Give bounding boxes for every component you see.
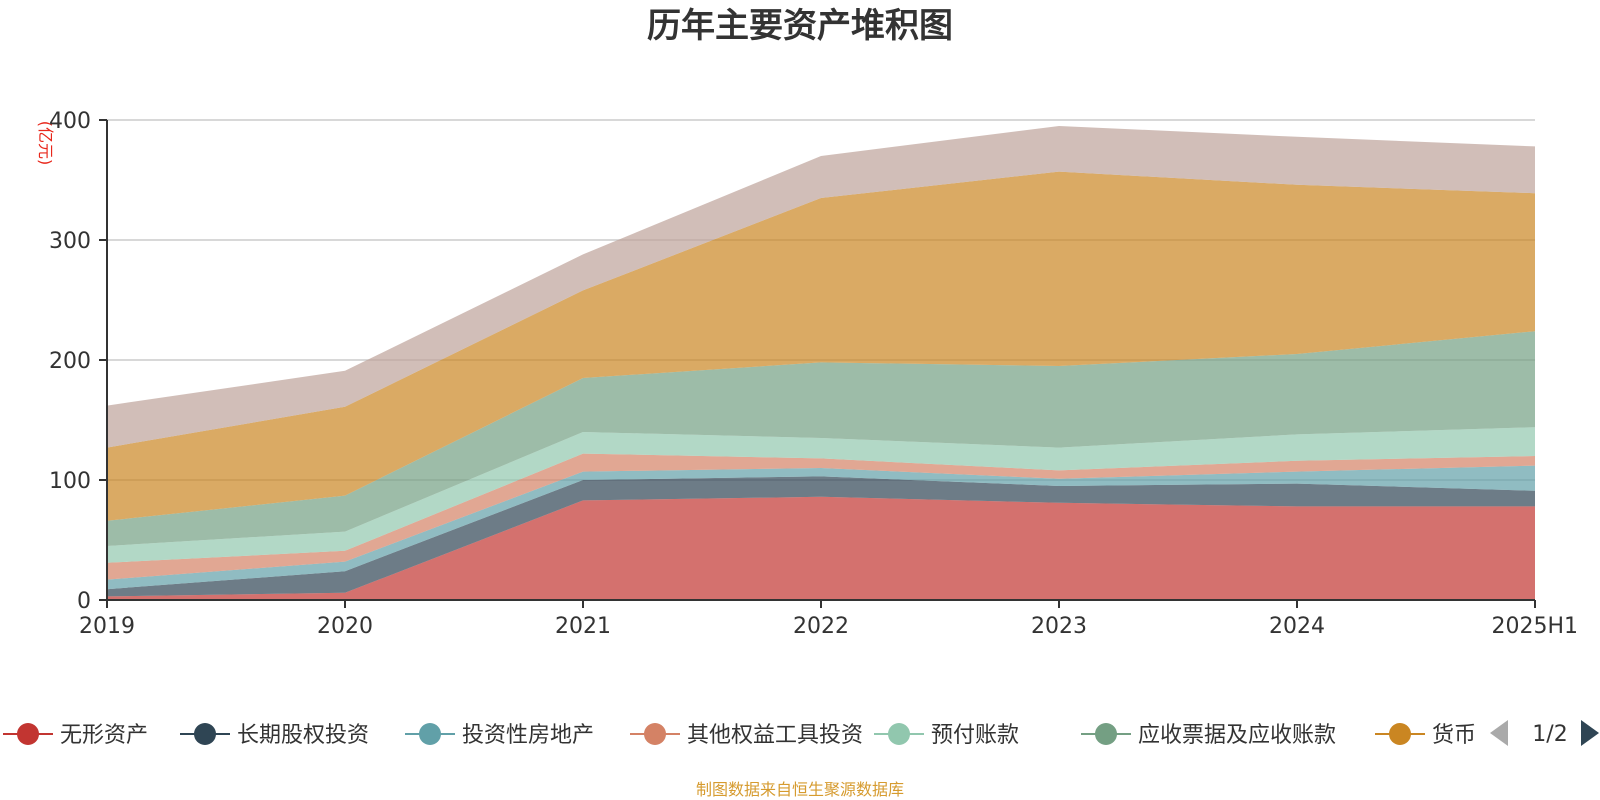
y-tick-label: 300 xyxy=(49,229,91,254)
x-tick-label: 2019 xyxy=(79,614,135,639)
legend-label: 其他权益工具投资 xyxy=(687,723,863,748)
x-tick-label: 2025H1 xyxy=(1491,614,1578,639)
x-tick-label: 2022 xyxy=(793,614,849,639)
legend-item-5[interactable]: 应收票据及应收账款 xyxy=(1081,723,1336,748)
y-tick-label: 200 xyxy=(49,349,91,374)
area-series-7 xyxy=(107,126,1535,448)
legend-label: 货币 xyxy=(1432,723,1476,748)
legend-prev-page-icon[interactable] xyxy=(1490,720,1508,746)
legend-dot-icon xyxy=(888,723,910,745)
area-series-3 xyxy=(107,453,1535,580)
area-series-group xyxy=(107,126,1535,600)
legend-next-page-icon[interactable] xyxy=(1581,720,1599,746)
y-tick-label: 400 xyxy=(49,109,91,134)
legend: 无形资产 长期股权投资 投资性房地产 其他权益工具投资 预付账款 应收票据及应收账款 货币 xyxy=(3,723,1476,748)
legend-dot-icon xyxy=(419,723,441,745)
y-axis-unit-label: (亿元) xyxy=(36,121,55,166)
legend-label: 长期股权投资 xyxy=(237,723,369,748)
legend-dot-icon xyxy=(194,723,216,745)
area-series-5 xyxy=(107,331,1535,546)
legend-item-1[interactable]: 长期股权投资 xyxy=(180,723,369,748)
legend-dot-icon xyxy=(17,723,39,745)
chart-title: 历年主要资产堆积图 xyxy=(647,6,953,46)
legend-label: 应收票据及应收账款 xyxy=(1138,723,1336,748)
y-tick-label: 100 xyxy=(49,469,91,494)
legend-label: 预付账款 xyxy=(931,723,1019,748)
legend-item-2[interactable]: 投资性房地产 xyxy=(405,723,594,748)
x-tick-label: 2020 xyxy=(317,614,373,639)
legend-item-6[interactable]: 货币 xyxy=(1375,723,1476,748)
area-series-6 xyxy=(107,171,1535,521)
legend-label: 无形资产 xyxy=(60,723,148,748)
legend-dot-icon xyxy=(1095,723,1117,745)
legend-item-3[interactable]: 其他权益工具投资 xyxy=(630,723,863,748)
x-tick-label: 2023 xyxy=(1031,614,1087,639)
area-series-4 xyxy=(107,427,1535,563)
x-tick-label: 2021 xyxy=(555,614,611,639)
legend-dot-icon xyxy=(1389,723,1411,745)
axes: 2019 2020 2021 2022 2023 2024 2025H1 xyxy=(79,119,1578,639)
legend-item-4[interactable]: 预付账款 xyxy=(874,723,1019,748)
area-series-1 xyxy=(107,476,1535,597)
legend-page-indicator: 1/2 xyxy=(1532,722,1567,747)
x-tick-label: 2024 xyxy=(1269,614,1325,639)
y-tick-label: 0 xyxy=(77,589,91,614)
area-series-2 xyxy=(107,465,1535,590)
area-series-0 xyxy=(107,496,1535,600)
legend-pager: 1/2 xyxy=(1490,720,1599,747)
legend-dot-icon xyxy=(644,723,666,745)
data-source-note: 制图数据来自恒生聚源数据库 xyxy=(696,780,904,799)
legend-item-0[interactable]: 无形资产 xyxy=(3,723,148,748)
legend-label: 投资性房地产 xyxy=(462,723,594,748)
